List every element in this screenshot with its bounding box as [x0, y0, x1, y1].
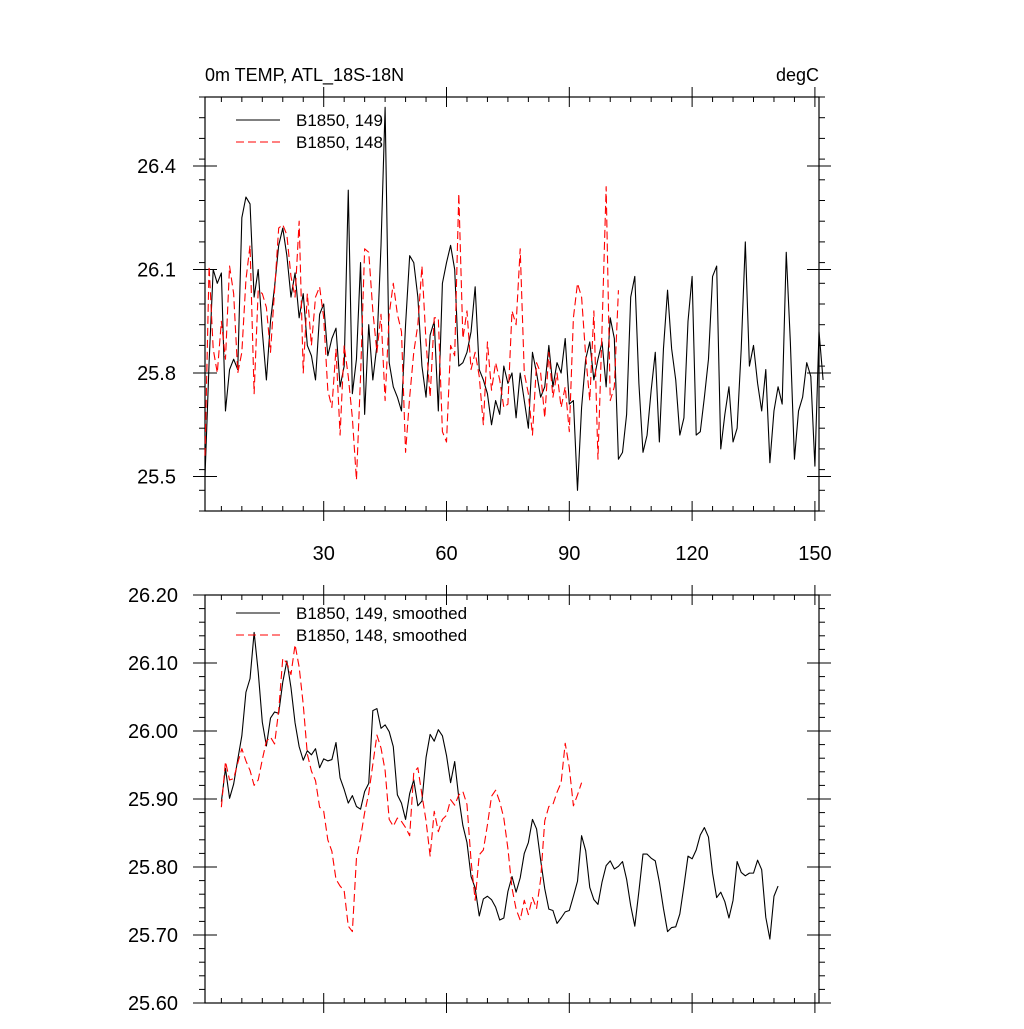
plot1-legend-label-2: B1850, 148 [296, 133, 383, 152]
plot1-y-tick-label: 26.1 [137, 260, 176, 282]
plot1-x-tick-label: 150 [798, 543, 831, 565]
plot1-legend-label-1: B1850, 149 [296, 111, 383, 130]
plot1-series-line-2 [204, 186, 619, 481]
plot1-title-right: degC [776, 65, 819, 85]
plot2-series-line-2 [220, 644, 583, 933]
plot1-x-tick-label: 30 [313, 543, 335, 565]
plot1-panel: 30 60 90 120 150 25.5 25.8 26.1 26.4 0m TEMP, ATL… [137, 65, 832, 565]
plot2-panel: 25.60 25.70 25.80 25.90 26.00 26.10 26.20 B1850… [128, 585, 831, 1015]
plot1-x-tick-label: 60 [435, 543, 457, 565]
plot2-legend-label-2: B1850, 148, smoothed [296, 626, 467, 645]
plot1-x-tick-label: 90 [558, 543, 580, 565]
plot2-y-tick-label: 25.70 [128, 925, 178, 947]
plot1-series-line-1 [204, 106, 824, 491]
plot2-y-tick-label: 26.10 [128, 653, 178, 675]
plot2-y-tick-label: 26.20 [128, 585, 178, 607]
plot2-legend-label-1: B1850, 149, smoothed [296, 604, 467, 623]
plot2-series-line-1 [220, 631, 779, 940]
plot1-y-tick-label: 26.4 [137, 156, 176, 178]
plot2-frame [204, 594, 820, 1004]
plot1-x-tick-label: 120 [675, 543, 708, 565]
plot1-y-tick-label: 25.8 [137, 363, 176, 385]
plot2-y-tick-label: 26.00 [128, 721, 178, 743]
plot2-y-tick-label: 25.90 [128, 789, 178, 811]
plot1-title-left: 0m TEMP, ATL_18S-18N [205, 65, 404, 86]
plot1-frame [204, 96, 820, 512]
plot2-y-tick-label: 25.60 [128, 993, 178, 1015]
plot2-y-tick-label: 25.80 [128, 857, 178, 879]
plot1-y-tick-label: 25.5 [137, 467, 176, 489]
